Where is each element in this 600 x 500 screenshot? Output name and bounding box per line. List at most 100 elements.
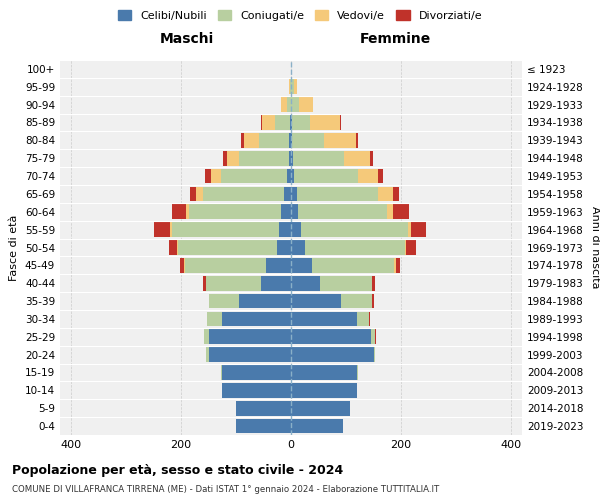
Bar (294, 80, 296, 94)
Bar (289, 151, 291, 166)
Y-axis label: Fasce di età: Fasce di età (10, 214, 19, 280)
Bar (357, 365, 358, 380)
Text: Femmine: Femmine (359, 32, 431, 46)
Bar (262, 115, 275, 130)
Bar (290, 80, 291, 94)
Bar (291, 348, 373, 362)
Bar (172, 204, 186, 219)
Bar (287, 98, 291, 112)
Bar (239, 294, 291, 308)
Bar (222, 312, 291, 326)
Bar (358, 168, 379, 184)
Bar (395, 258, 400, 272)
Bar (277, 240, 291, 255)
Bar (284, 186, 291, 201)
Bar (180, 258, 184, 272)
Bar (411, 222, 426, 237)
Bar (221, 168, 287, 184)
Bar (357, 312, 369, 326)
Bar (292, 115, 310, 130)
Bar (310, 115, 340, 130)
Bar (169, 240, 177, 255)
Bar (406, 240, 416, 255)
Bar (209, 330, 291, 344)
Bar (266, 258, 291, 272)
Bar (222, 383, 291, 398)
Bar (370, 151, 373, 166)
Bar (344, 151, 370, 166)
Bar (291, 294, 341, 308)
Bar (205, 168, 211, 184)
Bar (204, 330, 209, 344)
Bar (236, 401, 291, 415)
Bar (209, 348, 291, 362)
Bar (281, 204, 291, 219)
Y-axis label: Anni di nascita: Anni di nascita (590, 206, 600, 289)
Bar (291, 80, 294, 94)
Bar (177, 240, 178, 255)
Text: COMUNE DI VILLAFRANCA TIRRENA (ME) - Dati ISTAT 1° gennaio 2024 - Elaborazione T: COMUNE DI VILLAFRANCA TIRRENA (ME) - Dat… (12, 485, 439, 494)
Bar (293, 151, 344, 166)
Bar (227, 151, 239, 166)
Bar (279, 222, 291, 237)
Bar (312, 258, 394, 272)
Bar (261, 115, 262, 130)
Bar (299, 98, 313, 112)
Bar (154, 222, 170, 237)
Bar (295, 168, 358, 184)
Text: Maschi: Maschi (160, 32, 214, 46)
Bar (298, 204, 387, 219)
Bar (186, 204, 188, 219)
Bar (221, 365, 222, 380)
Bar (301, 222, 408, 237)
Bar (259, 133, 289, 148)
Bar (196, 186, 203, 201)
Bar (206, 348, 209, 362)
Bar (291, 401, 350, 415)
Bar (291, 240, 305, 255)
Bar (305, 240, 405, 255)
Bar (371, 330, 375, 344)
Bar (244, 133, 259, 148)
Bar (275, 115, 290, 130)
Bar (291, 98, 299, 112)
Bar (378, 186, 394, 201)
Bar (223, 151, 227, 166)
Legend: Celibi/Nubili, Coniugati/e, Vedovi/e, Divorziati/e: Celibi/Nubili, Coniugati/e, Vedovi/e, Di… (113, 6, 487, 25)
Bar (356, 133, 358, 148)
Bar (379, 168, 383, 184)
Bar (289, 80, 290, 94)
Bar (291, 168, 295, 184)
Bar (291, 151, 293, 166)
Bar (207, 312, 222, 326)
Bar (408, 222, 411, 237)
Bar (290, 115, 291, 130)
Bar (261, 276, 291, 290)
Bar (292, 133, 324, 148)
Bar (236, 418, 291, 434)
Bar (170, 222, 172, 237)
Bar (203, 186, 284, 201)
Bar (211, 168, 221, 184)
Bar (241, 133, 244, 148)
Bar (394, 204, 409, 219)
Bar (172, 222, 279, 237)
Bar (291, 258, 312, 272)
Bar (291, 133, 292, 148)
Bar (291, 330, 371, 344)
Bar (190, 186, 196, 201)
Bar (291, 186, 296, 201)
Bar (369, 312, 370, 326)
Bar (189, 204, 281, 219)
Bar (178, 240, 277, 255)
Bar (291, 418, 343, 434)
Bar (281, 98, 287, 112)
Bar (291, 204, 298, 219)
Bar (372, 276, 374, 290)
Bar (405, 240, 406, 255)
Bar (291, 383, 357, 398)
Bar (291, 365, 357, 380)
Bar (324, 133, 356, 148)
Bar (341, 294, 373, 308)
Bar (203, 276, 206, 290)
